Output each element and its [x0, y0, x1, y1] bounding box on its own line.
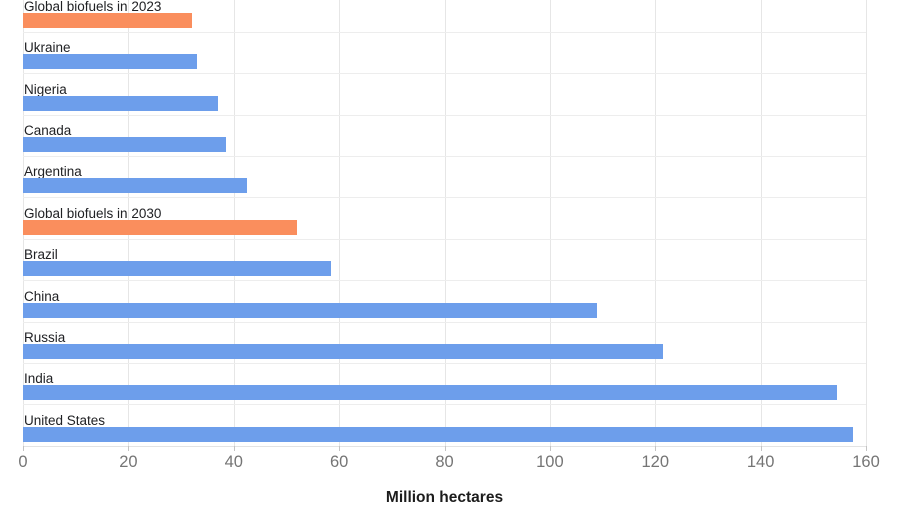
chart-row: Brazil [23, 248, 866, 289]
category-label: Russia [24, 329, 66, 345]
x-tick-label: 0 [18, 453, 28, 471]
x-tick-mark [760, 446, 762, 451]
x-tick-mark [549, 446, 551, 451]
category-label: China [24, 288, 60, 304]
chart-row: Russia [23, 329, 866, 372]
row-separator [23, 404, 866, 406]
x-tick-label: 160 [852, 453, 880, 471]
bar-highlight [23, 219, 297, 235]
category-label: Canada [24, 123, 72, 139]
row-separator [23, 362, 866, 364]
x-tick-mark [339, 446, 341, 451]
row-separator [23, 280, 866, 282]
category-label: India [24, 371, 54, 387]
row-separator [23, 73, 866, 75]
category-label: Brazil [24, 247, 58, 263]
gridline [866, 0, 867, 446]
bar [23, 137, 226, 153]
x-tick-mark [866, 446, 867, 451]
bar [23, 343, 664, 359]
chart-row: Argentina [23, 165, 866, 206]
row-separator [23, 156, 866, 158]
category-label: Global biofuels in 2030 [24, 205, 162, 221]
category-label: Ukraine [24, 40, 71, 56]
chart-row: India [23, 372, 866, 413]
chart-row: Global biofuels in 2023 [23, 0, 866, 41]
category-label: Argentina [24, 164, 82, 180]
plot-area: Global biofuels in 2023 Ukraine Nigeria Can… [23, 0, 867, 447]
gridline [655, 0, 657, 446]
bar [23, 54, 197, 70]
bar [23, 302, 598, 318]
x-tick-label: 120 [641, 453, 670, 471]
x-tick-mark [655, 446, 657, 451]
chart-row: Nigeria [23, 81, 866, 124]
row-separator [23, 321, 866, 323]
bar [23, 261, 332, 277]
category-label: Nigeria [24, 81, 67, 97]
gridline [549, 0, 551, 446]
x-tick-mark [444, 446, 446, 451]
x-tick-mark [233, 446, 235, 451]
row-separator [23, 114, 866, 116]
x-tick-mark [128, 446, 130, 451]
x-tick-label: 60 [329, 453, 349, 471]
bar [23, 95, 218, 111]
x-axis-title: Million hectares [385, 489, 504, 506]
x-tick-label: 80 [435, 453, 454, 471]
category-label: United States [24, 412, 106, 428]
gridline [444, 0, 446, 446]
row-separator [23, 238, 866, 240]
gridline [339, 0, 341, 446]
bar [23, 178, 247, 194]
x-tick-label: 40 [224, 453, 243, 471]
row-separator [23, 32, 866, 33]
x-tick-mark [23, 446, 24, 451]
chart-row: Ukraine [23, 41, 866, 82]
category-label: Global biofuels in 2023 [24, 0, 162, 14]
chart-row: Canada [23, 124, 866, 165]
x-axis-tick-labels: 0 20 40 60 80 100 120 140 160 [18, 452, 879, 472]
bar [23, 426, 853, 442]
chart-row: Global biofuels in 2030 [23, 205, 866, 248]
chart-row: China [23, 288, 866, 331]
x-tick-label: 140 [746, 453, 775, 471]
gridline [760, 0, 762, 446]
bar [23, 385, 838, 401]
x-tick-label: 20 [119, 453, 138, 471]
x-tick-label: 100 [536, 453, 564, 471]
bar-highlight [23, 13, 192, 28]
row-separator [23, 197, 866, 199]
